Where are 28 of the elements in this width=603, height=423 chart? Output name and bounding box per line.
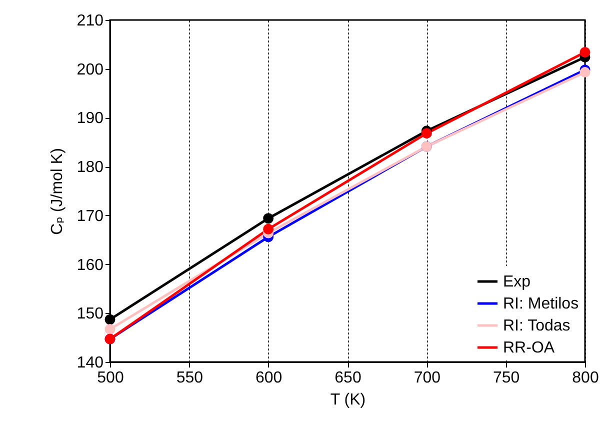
y-tick-label: 210 [76,12,104,30]
y-tick-label: 200 [76,61,104,78]
y-tick-label: 190 [76,110,104,128]
legend-label: RR-OA [503,340,555,356]
y-axis-title: Cₚ (J/mol K) [48,148,66,235]
x-tick-label: 500 [97,370,124,386]
y-tick-label: 180 [76,159,104,176]
y-tick-label: 140 [76,354,104,372]
y-tick-label: 170 [76,208,104,225]
x-tick-label: 650 [334,370,362,386]
x-tick-label: 700 [414,370,441,386]
point [263,213,274,224]
x-axis-title: T (K) [330,392,366,408]
point [263,224,274,234]
y-tick-label: 150 [76,306,104,323]
y-tick-label: 160 [76,256,104,274]
x-tick-label: 600 [255,370,282,386]
point [421,128,432,139]
point [104,324,116,334]
point [580,67,590,78]
legend-label: Exp [503,274,531,290]
x-tick-label: 750 [492,370,520,386]
point [104,314,116,325]
point [580,47,590,58]
x-tick-label: 800 [572,370,599,386]
legend-label: RI: Todas [503,318,570,334]
x-tick-label: 550 [176,370,204,386]
legend-label: RI: Metilos [503,296,579,312]
